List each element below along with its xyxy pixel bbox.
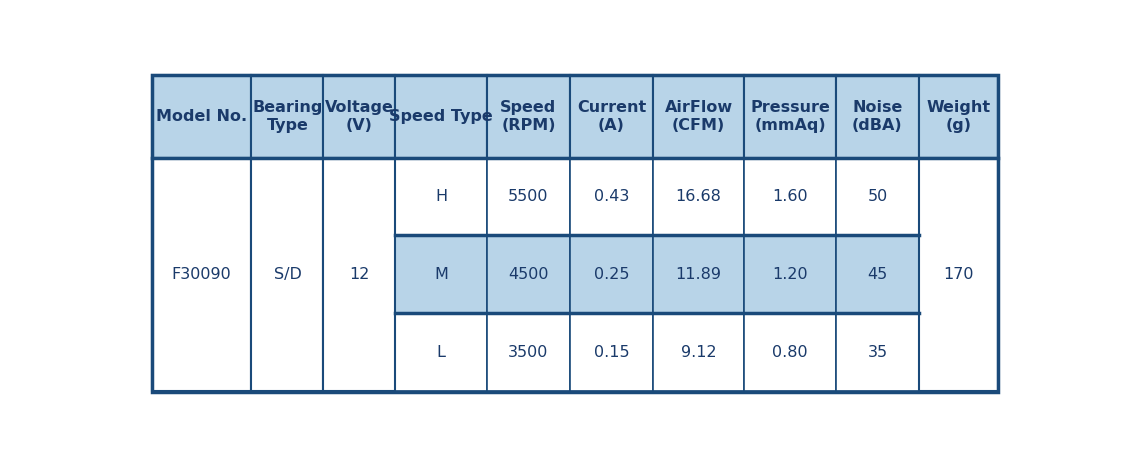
Bar (836, 313, 919, 391)
Text: F30090: F30090 (172, 267, 231, 282)
Text: Model No.: Model No. (156, 109, 247, 124)
Bar (653, 75, 744, 158)
Text: Speed Type: Speed Type (389, 109, 493, 124)
Bar (836, 235, 919, 313)
Text: 9.12: 9.12 (681, 344, 717, 359)
Bar (744, 75, 836, 158)
Bar (395, 235, 487, 313)
Bar (151, 75, 999, 393)
Text: 45: 45 (867, 267, 888, 282)
Bar (570, 75, 653, 158)
Text: L: L (436, 344, 445, 359)
Bar (744, 158, 836, 235)
Text: 16.68: 16.68 (675, 189, 721, 204)
Text: Voltage
(V): Voltage (V) (325, 100, 394, 132)
Text: 170: 170 (944, 267, 974, 282)
Text: 4500: 4500 (508, 267, 549, 282)
Bar (487, 235, 570, 313)
Text: AirFlow
(CFM): AirFlow (CFM) (664, 100, 733, 132)
Bar (487, 158, 570, 235)
Text: Noise
(dBA): Noise (dBA) (852, 100, 903, 132)
Text: 0.80: 0.80 (772, 344, 808, 359)
Bar (570, 235, 653, 313)
Bar (151, 158, 251, 391)
Bar (570, 158, 653, 235)
Text: Speed
(RPM): Speed (RPM) (500, 100, 557, 132)
Text: 50: 50 (867, 189, 888, 204)
Text: 5500: 5500 (508, 189, 549, 204)
Bar (487, 313, 570, 391)
Bar (653, 235, 744, 313)
Text: 3500: 3500 (508, 344, 549, 359)
Bar (323, 75, 395, 158)
Bar (919, 158, 999, 391)
Bar (251, 75, 323, 158)
Bar (323, 158, 395, 391)
Text: Bearing
Type: Bearing Type (252, 100, 323, 132)
Bar (251, 158, 323, 391)
Bar (836, 75, 919, 158)
Text: M: M (434, 267, 448, 282)
Text: 11.89: 11.89 (675, 267, 721, 282)
Bar (151, 75, 251, 158)
Text: Pressure
(mmAq): Pressure (mmAq) (751, 100, 830, 132)
Text: Weight
(g): Weight (g) (927, 100, 991, 132)
Bar (570, 313, 653, 391)
Text: Current
(A): Current (A) (577, 100, 646, 132)
Bar (919, 75, 999, 158)
Bar (744, 313, 836, 391)
Bar (653, 313, 744, 391)
Bar (836, 158, 919, 235)
Bar (395, 158, 487, 235)
Bar (653, 158, 744, 235)
Bar (744, 235, 836, 313)
Text: 35: 35 (867, 344, 888, 359)
Text: S/D: S/D (274, 267, 302, 282)
Text: 0.43: 0.43 (594, 189, 629, 204)
Text: 0.25: 0.25 (594, 267, 629, 282)
Bar (395, 313, 487, 391)
Text: H: H (435, 189, 448, 204)
Bar (487, 75, 570, 158)
Text: 1.60: 1.60 (772, 189, 808, 204)
Text: 0.15: 0.15 (594, 344, 629, 359)
Bar (395, 75, 487, 158)
Text: 1.20: 1.20 (772, 267, 808, 282)
Text: 12: 12 (349, 267, 369, 282)
